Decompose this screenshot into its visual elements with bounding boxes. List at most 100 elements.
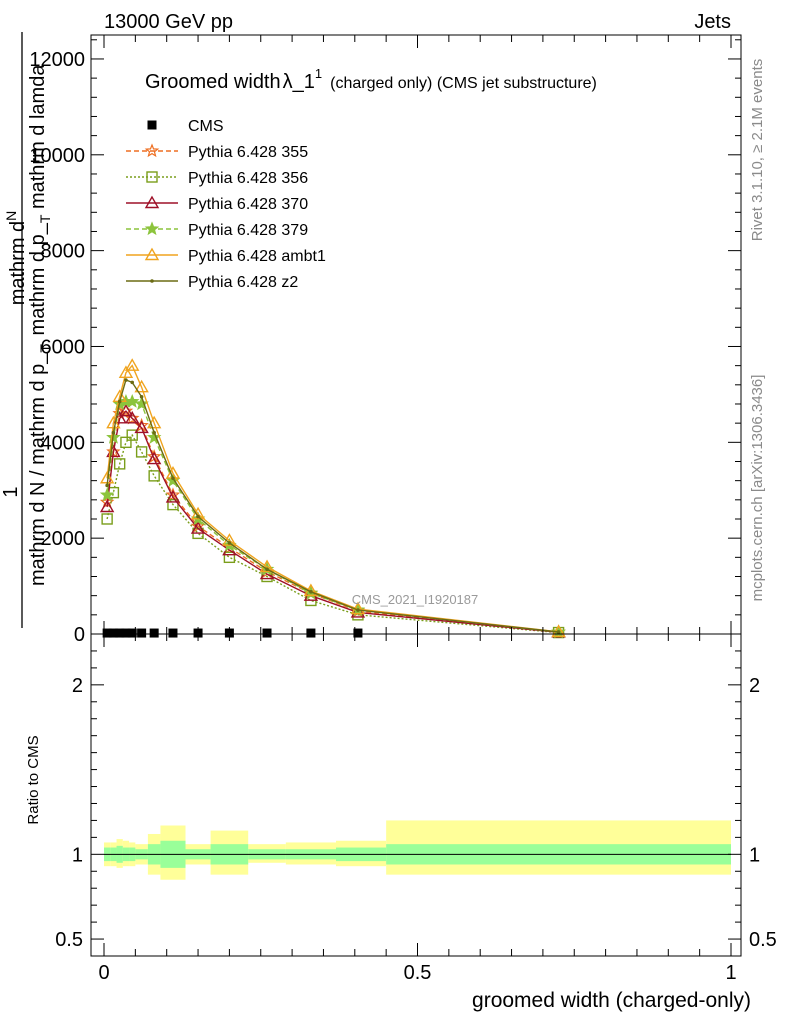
- series-z2: [105, 378, 561, 634]
- y-tick-label-4: 8000: [41, 241, 86, 263]
- data-point-cms-12: [353, 628, 363, 638]
- data-point-cms-2: [115, 628, 125, 638]
- series-line-p379: [106, 400, 559, 633]
- x-tick-label-1: 0.5: [404, 962, 432, 984]
- data-point-cms-6: [149, 628, 159, 638]
- mcplots-label: mcplots.cern.ch [arXiv:1306.3436]: [749, 375, 766, 602]
- ratio-y-tick-label-left-1: 1: [72, 844, 83, 866]
- legend-label-z2: Pythia 6.428 z2: [188, 274, 298, 291]
- main-plot-marks: [99, 358, 566, 639]
- data-point-cms-5: [137, 628, 147, 638]
- data-point-ambt1-4: [125, 358, 140, 371]
- legend-label-ambt1: Pythia 6.428 ambt1: [188, 248, 326, 265]
- ratio-plot: 0.5 0.5 1 1 2 2 0 0.5 1 Ratio to CMS groomed wid…: [25, 633, 777, 1012]
- data-point-p370-7: [165, 490, 181, 503]
- rivet-label: Rivet 3.1.10, ≥ 2.1M events: [749, 59, 766, 242]
- data-point-z2-4: [130, 380, 135, 385]
- x-tick-label-2: 1: [725, 962, 736, 984]
- data-point-z2-6: [152, 430, 156, 435]
- data-point-cms-11: [306, 628, 316, 638]
- legend-label-p355: Pythia 6.428 355: [188, 144, 308, 161]
- legend-marker-p379: [144, 221, 160, 236]
- data-point-z2-13: [556, 630, 561, 634]
- data-point-p379-5: [134, 396, 149, 411]
- legend: CMS Pythia 6.428 355 Pythia 6.428 356 Pythi…: [126, 118, 326, 291]
- legend-entry-p355: Pythia 6.428 355: [126, 143, 308, 161]
- legend-marker-cms: [147, 120, 157, 130]
- series-line-p356: [106, 433, 559, 634]
- legend-entry-cms: CMS: [147, 118, 224, 135]
- ratio-y-tick-label-right-1: 1: [749, 844, 760, 866]
- ratio-y-tick-label-left-0: 0.5: [55, 929, 83, 951]
- x-tick-label-0: 0: [98, 962, 109, 984]
- ratio-ylabel: Ratio to CMS: [25, 735, 42, 824]
- data-point-p370-0: [99, 499, 115, 513]
- data-point-p370-6: [146, 451, 162, 465]
- data-point-p356-5: [135, 446, 148, 458]
- data-point-cms-4: [127, 628, 137, 638]
- data-point-z2-3: [124, 378, 128, 382]
- ylabel-denominator: mathrm d p_T mathrm d lamda: [27, 64, 53, 336]
- series-line-z2: [106, 379, 559, 633]
- legend-marker-z2: [150, 279, 154, 283]
- legend-marker-p355: [144, 143, 160, 158]
- title-superscript: 1: [315, 66, 322, 81]
- data-point-cms-0: [102, 628, 112, 638]
- ratio-plot-frame: [90, 633, 742, 957]
- data-point-z2-7: [171, 476, 175, 481]
- series-line-p370: [106, 410, 559, 633]
- title-main-text: Groomed width: [145, 71, 281, 93]
- legend-entry-p356: Pythia 6.428 356: [126, 170, 308, 187]
- ylabel-numerator-d: mathrm dN: [3, 211, 29, 306]
- legend-entry-z2: Pythia 6.428 z2: [126, 274, 298, 291]
- y-tick-label-3: 6000: [41, 336, 86, 358]
- data-point-p356-6: [148, 470, 160, 482]
- data-point-z2-11: [309, 590, 313, 594]
- energy-label: 13000 GeV pp: [104, 11, 233, 33]
- title-suffix: (charged only) (CMS jet substructure): [330, 75, 597, 92]
- y-tick-label-2: 4000: [41, 432, 86, 454]
- y-tick-label-0: 0: [74, 624, 85, 646]
- watermark: CMS_2021_I1920187: [352, 592, 479, 607]
- data-point-z2-5: [139, 394, 144, 399]
- data-point-p370-5: [134, 420, 149, 434]
- data-point-z2-10: [265, 567, 269, 572]
- data-point-z2-12: [356, 608, 360, 612]
- data-point-ambt1-5: [134, 379, 149, 393]
- y-tick-label-1: 2000: [41, 528, 86, 550]
- x-axis-label: groomed width (charged-only): [472, 989, 751, 1012]
- data-point-z2-8: [196, 514, 200, 519]
- data-point-p356-3: [120, 436, 132, 449]
- legend-marker-ambt1: [144, 247, 160, 261]
- main-plot: CMS_2021_I1920187 0 2000 4000 6000 8000 10000…: [29, 34, 742, 646]
- data-point-ambt1-8: [190, 506, 206, 520]
- data-point-cms-7: [168, 628, 178, 638]
- data-point-p355-3: [118, 403, 134, 418]
- ylabel-one: 1: [0, 486, 22, 497]
- data-point-p356-4: [126, 429, 138, 441]
- legend-entry-p379: Pythia 6.428 379: [126, 221, 308, 239]
- legend-entry-ambt1: Pythia 6.428 ambt1: [126, 247, 326, 265]
- legend-entry-p370: Pythia 6.428 370: [126, 195, 308, 213]
- main-title: Groomed width λ_11 (charged only) (CMS jet…: [145, 66, 597, 93]
- main-axes: 0 2000 4000 6000 8000 10000 12000: [29, 35, 741, 646]
- legend-label-p356: Pythia 6.428 356: [188, 170, 308, 187]
- data-point-p370-4: [125, 410, 140, 424]
- legend-label-p379: Pythia 6.428 379: [188, 222, 308, 239]
- legend-marker-p356: [146, 171, 158, 183]
- data-point-z2-0: [105, 483, 109, 488]
- title-symbol: λ_1: [283, 71, 315, 93]
- data-point-p370-8: [190, 521, 206, 534]
- main-ylabel: mathrm dN mathrm d p_T mathrm d lamda 1 …: [0, 32, 53, 628]
- ratio-axes: 0.5 0.5 1 1 2 2 0 0.5 1: [55, 634, 777, 984]
- legend-label-cms: CMS: [188, 118, 224, 135]
- ratio-y-tick-label-right-2: 2: [749, 675, 760, 697]
- ratio-y-tick-label-right-0: 0.5: [749, 929, 777, 951]
- data-point-z2-2: [117, 399, 122, 404]
- ylabel-normalisation: mathrm d N / mathrm d p_T: [27, 344, 53, 586]
- data-point-ambt1-3: [118, 365, 134, 379]
- data-point-ambt1-1: [106, 415, 121, 429]
- data-point-p370-3: [118, 403, 134, 417]
- data-point-p356-9: [223, 551, 236, 564]
